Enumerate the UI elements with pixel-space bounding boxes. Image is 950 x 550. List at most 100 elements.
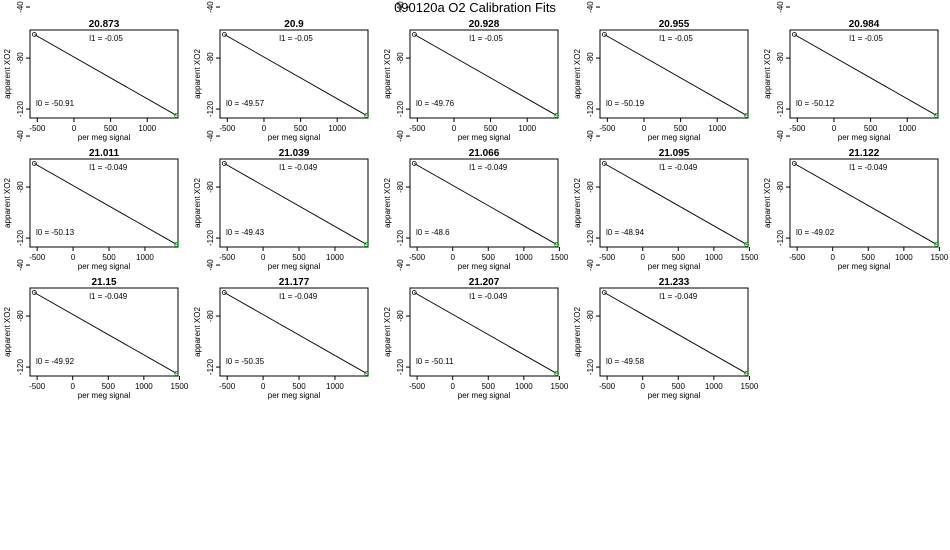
- intercept-annotation: l0 = -49.92: [36, 357, 75, 366]
- y-tick-label: -120: [16, 230, 25, 247]
- x-tick-label: 0: [261, 382, 266, 391]
- x-tick-label: 500: [482, 253, 496, 262]
- x-tick-label: 500: [672, 253, 686, 262]
- intercept-annotation: l0 = -50.13: [36, 228, 75, 237]
- fit-line: [34, 163, 177, 245]
- x-tick-label: 1000: [705, 253, 723, 262]
- data-point-low: [411, 161, 417, 166]
- slope-annotation: l1 = -0.049: [469, 163, 508, 172]
- data-point-low: [31, 161, 37, 166]
- data-point-high: [744, 242, 749, 247]
- fit-line: [604, 34, 747, 116]
- data-point-high: [934, 242, 939, 247]
- x-tick-label: 500: [484, 124, 498, 133]
- x-tick-label: -500: [219, 382, 236, 391]
- x-tick-label: 0: [452, 124, 457, 133]
- plot-frame: [599, 158, 749, 248]
- y-tick-label: -80: [396, 52, 405, 64]
- x-tick-label: -500: [29, 382, 46, 391]
- y-axis-label: apparent XO2: [3, 49, 12, 99]
- data-point-high: [364, 242, 369, 247]
- x-tick-label: -500: [409, 382, 426, 391]
- y-tick-label: -40: [16, 130, 25, 142]
- x-tick-label: 1000: [515, 382, 533, 391]
- panel-title: 20.984: [849, 19, 880, 30]
- calibration-panel: 20.955 -500 0 500 1000 -40 -80 -120 per meg sign…: [573, 1, 749, 142]
- y-tick-label: -40: [586, 1, 595, 13]
- y-tick-label: -80: [206, 310, 215, 322]
- x-tick-label: 1500: [931, 253, 949, 262]
- x-tick-label: 1000: [518, 124, 536, 133]
- x-axis-label: per meg signal: [78, 133, 131, 142]
- x-tick-label: -500: [409, 253, 426, 262]
- y-axis-label: apparent XO2: [193, 307, 202, 357]
- calibration-panel: 21.039 -500 0 500 1000 -40 -80 -120 per meg sign…: [193, 130, 369, 271]
- fit-line: [794, 34, 937, 116]
- data-point-high: [934, 113, 939, 118]
- intercept-annotation: l0 = -49.57: [226, 99, 265, 108]
- slope-annotation: l1 = -0.049: [89, 292, 128, 301]
- x-tick-label: -500: [29, 124, 46, 133]
- plot-frame: [789, 29, 939, 119]
- intercept-annotation: l0 = -50.11: [416, 357, 454, 366]
- x-tick-label: 500: [102, 253, 116, 262]
- plot-frame: [409, 158, 559, 248]
- y-tick-label: -40: [776, 1, 785, 13]
- y-axis-label: apparent XO2: [3, 307, 12, 357]
- calibration-panel: 20.873 -500 0 500 1000 -40 -80 -120 per meg sign…: [3, 1, 179, 142]
- x-tick-label: 1500: [551, 382, 569, 391]
- panel-title: 21.122: [849, 148, 880, 159]
- x-axis-label: per meg signal: [78, 391, 131, 400]
- panel-title: 21.011: [89, 148, 119, 159]
- y-axis-label: apparent XO2: [573, 307, 582, 357]
- slope-annotation: l1 = -0.05: [469, 34, 503, 43]
- y-tick-label: -80: [16, 310, 25, 322]
- intercept-annotation: l0 = -49.76: [416, 99, 455, 108]
- slope-annotation: l1 = -0.049: [469, 292, 508, 301]
- y-tick-label: -80: [776, 52, 785, 64]
- x-tick-label: 0: [70, 382, 75, 391]
- y-tick-label: -120: [776, 101, 785, 118]
- x-tick-label: -500: [409, 124, 426, 133]
- intercept-annotation: l0 = -49.43: [226, 228, 265, 237]
- calibration-panel: 21.122 -500 0 500 1000 1500 -40 -80 -120 per meg …: [763, 130, 949, 271]
- x-tick-label: 1500: [171, 382, 189, 391]
- panel-title: 20.955: [659, 19, 690, 30]
- x-tick-label: -500: [219, 253, 236, 262]
- y-tick-label: -40: [586, 130, 595, 142]
- calibration-panel: 20.9 -500 0 500 1000 -40 -80 -120 per meg signal…: [193, 1, 369, 142]
- slope-annotation: l1 = -0.05: [279, 34, 313, 43]
- x-tick-label: 500: [862, 253, 876, 262]
- fit-line: [224, 292, 367, 374]
- y-tick-label: -80: [586, 181, 595, 193]
- plot-frame: [29, 158, 179, 248]
- intercept-annotation: l0 = -48.94: [606, 228, 645, 237]
- y-tick-label: -40: [16, 1, 25, 13]
- calibration-panel: 21.066 -500 0 500 1000 1500 -40 -80 -120 per meg …: [383, 130, 569, 271]
- fit-line: [34, 34, 177, 116]
- data-point-high: [744, 371, 749, 376]
- data-point-high: [364, 371, 369, 376]
- plot-frame: [219, 158, 369, 248]
- x-axis-label: per meg signal: [648, 391, 701, 400]
- y-tick-label: -120: [586, 230, 595, 247]
- fit-line: [34, 292, 177, 374]
- slope-annotation: l1 = -0.049: [849, 163, 888, 172]
- x-tick-label: 0: [71, 253, 76, 262]
- x-tick-label: 0: [830, 253, 835, 262]
- x-axis-label: per meg signal: [268, 262, 321, 271]
- x-tick-label: 500: [102, 382, 116, 391]
- panel-title: 21.039: [279, 148, 310, 159]
- calibration-panel: 21.207 -500 0 500 1000 1500 -40 -80 -120 per meg …: [383, 259, 569, 400]
- x-tick-label: -500: [599, 382, 616, 391]
- x-axis-label: per meg signal: [458, 391, 511, 400]
- fit-line: [794, 163, 937, 245]
- calibration-panel: 20.928 -500 0 500 1000 -40 -80 -120 per meg sign…: [383, 1, 559, 142]
- y-tick-label: -120: [16, 101, 25, 118]
- slope-annotation: l1 = -0.05: [849, 34, 883, 43]
- y-tick-label: -80: [16, 181, 25, 193]
- y-axis-label: apparent XO2: [193, 178, 202, 228]
- data-point-low: [601, 290, 607, 295]
- x-tick-label: 1000: [708, 124, 726, 133]
- data-point-low: [601, 161, 607, 166]
